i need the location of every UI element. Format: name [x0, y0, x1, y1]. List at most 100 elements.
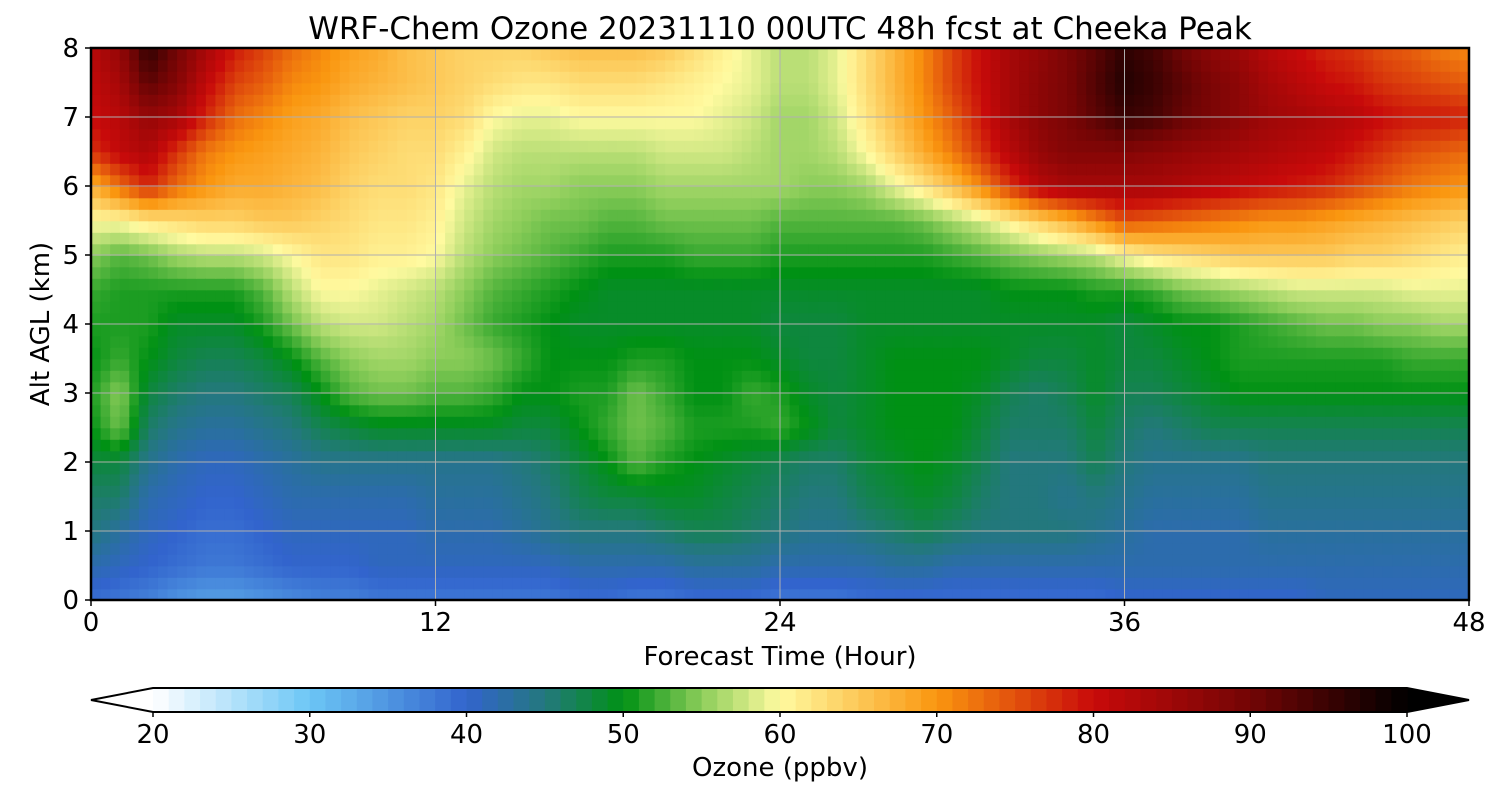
heatmap-cell	[1095, 324, 1107, 337]
heatmap-cell	[1009, 542, 1021, 555]
heatmap-cell	[942, 554, 954, 567]
heatmap-cell	[416, 255, 427, 268]
heatmap-cell	[205, 462, 217, 475]
heatmap-cell	[866, 209, 877, 222]
heatmap-cell	[607, 531, 619, 544]
heatmap-cell	[1229, 335, 1241, 348]
heatmap-cell	[885, 519, 896, 532]
heatmap-cell	[1382, 531, 1394, 544]
heatmap-cell	[540, 255, 552, 268]
heatmap-cell	[1172, 404, 1183, 417]
heatmap-cell	[320, 588, 332, 600]
heatmap-cell	[119, 462, 131, 475]
heatmap-cell	[1201, 416, 1212, 429]
heatmap-cell	[990, 542, 1001, 555]
heatmap-cell	[693, 427, 705, 440]
heatmap-cell	[674, 220, 686, 233]
heatmap-cell	[837, 554, 848, 567]
heatmap-cell	[263, 255, 274, 268]
heatmap-cell	[1411, 289, 1422, 302]
heatmap-cell	[971, 289, 982, 302]
heatmap-cell	[665, 324, 676, 337]
heatmap-cell	[1067, 324, 1078, 337]
heatmap-cell	[579, 209, 590, 222]
heatmap-cell	[1335, 485, 1346, 498]
heatmap-cell	[1019, 289, 1030, 302]
heatmap-cell	[339, 278, 351, 291]
heatmap-cell	[464, 266, 475, 279]
heatmap-cell	[732, 473, 743, 486]
heatmap-cell	[464, 255, 475, 268]
heatmap-cell	[770, 232, 781, 245]
heatmap-cell	[445, 232, 456, 245]
heatmap-cell	[885, 255, 896, 268]
heatmap-cell	[933, 335, 944, 348]
heatmap-cell	[1019, 554, 1030, 567]
heatmap-cell	[1124, 255, 1135, 268]
heatmap-cell	[1067, 312, 1078, 325]
heatmap-cell	[607, 393, 619, 406]
heatmap-cell	[799, 255, 810, 268]
heatmap-cell	[196, 439, 207, 452]
heatmap-cell	[1220, 519, 1231, 532]
heatmap-cell	[186, 588, 198, 600]
heatmap-cell	[665, 255, 676, 268]
heatmap-cell	[311, 358, 322, 371]
heatmap-cell	[693, 312, 705, 325]
heatmap-cell	[1210, 243, 1221, 256]
heatmap-cell	[933, 278, 944, 291]
heatmap-cell	[473, 232, 485, 245]
heatmap-cell	[780, 439, 791, 452]
heatmap-cell	[91, 485, 102, 498]
heatmap-cell	[1095, 439, 1107, 452]
heatmap-cell	[167, 577, 178, 590]
heatmap-cell	[1430, 393, 1442, 406]
heatmap-cell	[646, 266, 657, 279]
heatmap-cell	[100, 312, 111, 325]
heatmap-cell	[512, 289, 523, 302]
heatmap-cell	[923, 542, 934, 555]
heatmap-cell	[1191, 588, 1202, 600]
heatmap-cell	[1363, 462, 1375, 475]
heatmap-cell	[579, 427, 590, 440]
heatmap-cell	[320, 324, 332, 337]
heatmap-cell	[425, 404, 437, 417]
heatmap-cell	[330, 496, 341, 509]
heatmap-cell	[636, 370, 647, 383]
heatmap-cell	[196, 531, 207, 544]
heatmap-cell	[837, 519, 848, 532]
heatmap-cell	[129, 370, 140, 383]
heatmap-cell	[713, 577, 724, 590]
heatmap-cell	[397, 416, 408, 429]
heatmap-cell	[923, 335, 934, 348]
heatmap-cell	[1143, 312, 1155, 325]
heatmap-cell	[1019, 542, 1030, 555]
heatmap-cell	[416, 404, 427, 417]
heatmap-cell	[531, 519, 542, 532]
heatmap-cell	[933, 554, 944, 567]
heatmap-cell	[1325, 381, 1336, 394]
heatmap-cell	[205, 197, 217, 210]
heatmap-cell	[971, 485, 982, 498]
heatmap-cell	[1114, 335, 1126, 348]
heatmap-cell	[1382, 255, 1394, 268]
heatmap-cell	[521, 381, 532, 394]
heatmap-cell	[119, 427, 131, 440]
heatmap-cell	[368, 301, 379, 314]
heatmap-cell	[1335, 370, 1346, 383]
heatmap-cell	[1430, 531, 1442, 544]
heatmap-cell	[1363, 370, 1375, 383]
heatmap-cell	[483, 462, 494, 475]
heatmap-cell	[1210, 427, 1221, 440]
heatmap-cell	[1095, 496, 1107, 509]
heatmap-cell	[1325, 508, 1336, 521]
heatmap-cell	[253, 347, 265, 360]
heatmap-cell	[952, 324, 963, 337]
heatmap-cell	[856, 450, 867, 463]
heatmap-cell	[311, 531, 322, 544]
heatmap-cell	[837, 393, 848, 406]
heatmap-cell	[435, 232, 446, 245]
heatmap-cell	[224, 289, 236, 302]
heatmap-cell	[1459, 232, 1469, 245]
heatmap-cell	[91, 209, 102, 222]
